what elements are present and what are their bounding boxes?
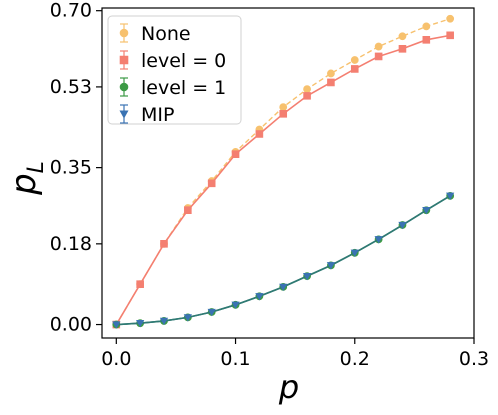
data-point: [446, 31, 454, 40]
legend-marker: [119, 110, 129, 119]
series-layer: [112, 14, 455, 329]
data-point: [136, 280, 144, 288]
data-point: [303, 85, 311, 94]
y-tick-label: 0.00: [50, 314, 92, 336]
data-point: [159, 317, 169, 326]
x-tick-label: 0.0: [101, 348, 131, 370]
y-axis-ticks: 0.00 0.18 0.35 0.53 0.70: [50, 0, 102, 336]
x-axis-label: p: [278, 368, 299, 406]
data-point: [255, 130, 264, 138]
x-tick-label: 0.2: [340, 348, 370, 370]
x-tick-label: 0.3: [459, 348, 489, 370]
data-point: [374, 52, 383, 61]
data-point: [112, 321, 121, 329]
legend: None level = 0 level = 1 MIP: [107, 15, 242, 126]
data-point: [398, 45, 407, 53]
data-point: [136, 320, 145, 328]
legend-item: None: [119, 23, 191, 45]
data-point: [207, 308, 216, 317]
legend-marker: [119, 82, 129, 92]
data-point: [326, 262, 336, 270]
legend-item: MIP: [119, 104, 174, 126]
svg-text:pL: pL: [4, 161, 49, 196]
data-point: [255, 293, 264, 301]
data-point: [398, 32, 407, 41]
y-axis-label: pL: [4, 161, 49, 196]
data-point: [422, 36, 431, 44]
y-axis-label-subscript: L: [24, 161, 49, 173]
data-point: [350, 65, 359, 73]
data-point: [327, 78, 335, 87]
data-point: [350, 249, 359, 258]
data-point: [279, 283, 288, 292]
data-point: [207, 179, 216, 188]
legend-label: None: [141, 23, 191, 45]
legend-box: [107, 15, 242, 125]
y-axis-label-main: p: [4, 173, 44, 196]
legend-label: level = 0: [141, 50, 226, 72]
series-mip: [112, 192, 455, 329]
data-point: [374, 236, 383, 244]
y-tick-label: 0.18: [50, 233, 92, 255]
data-point: [446, 14, 455, 23]
y-tick-label: 0.53: [50, 76, 92, 98]
data-point: [303, 92, 311, 100]
legend-marker: [119, 28, 129, 38]
data-point: [302, 272, 312, 281]
data-point: [422, 207, 431, 215]
x-axis-ticks: 0.0 0.1 0.2 0.3: [101, 338, 489, 370]
x-tick-label: 0.1: [220, 348, 250, 370]
data-point: [231, 150, 240, 158]
data-point: [327, 69, 335, 78]
legend-label: level = 1: [141, 77, 226, 99]
data-point: [422, 22, 431, 31]
data-point: [183, 314, 192, 322]
data-point: [446, 192, 455, 201]
data-point: [160, 240, 168, 248]
data-point: [279, 110, 288, 118]
legend-item: level = 0: [119, 50, 226, 72]
y-tick-label: 0.70: [50, 0, 92, 22]
legend-item: level = 1: [119, 77, 226, 99]
data-point: [374, 42, 383, 51]
data-point: [184, 206, 192, 215]
data-point: [398, 221, 407, 230]
data-point: [231, 301, 240, 310]
data-point: [279, 103, 288, 111]
data-point: [350, 56, 359, 64]
legend-items: None level = 0 level = 1 MIP: [119, 23, 226, 126]
legend-label: MIP: [141, 104, 174, 126]
y-tick-label: 0.35: [50, 157, 92, 179]
legend-marker: [119, 55, 129, 65]
